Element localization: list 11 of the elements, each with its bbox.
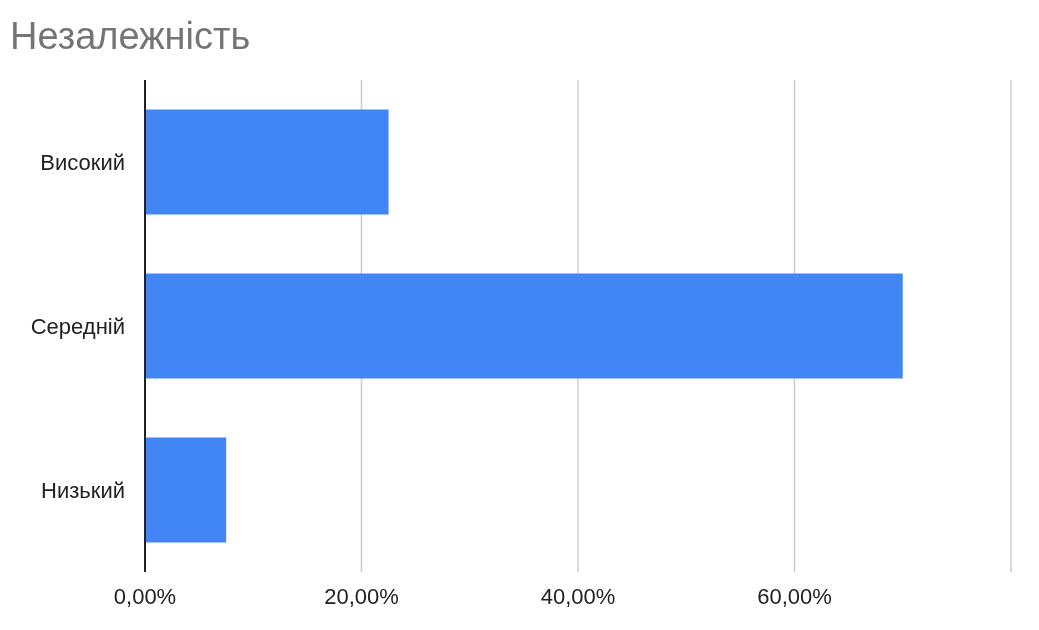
bar <box>145 437 227 543</box>
x-tick-label: 0,00% <box>113 583 177 609</box>
chart-title: Незалежність <box>9 14 252 59</box>
x-tick-label: 20,00% <box>324 583 399 609</box>
y-tick-label: Високий <box>40 149 125 175</box>
bar <box>145 273 903 379</box>
x-tick-label: 60,00% <box>757 583 832 609</box>
x-tick-label: 40,00% <box>540 583 616 609</box>
y-tick-label: Низький <box>41 477 125 503</box>
y-tick-label: Середній <box>30 313 125 339</box>
bar <box>145 109 389 215</box>
